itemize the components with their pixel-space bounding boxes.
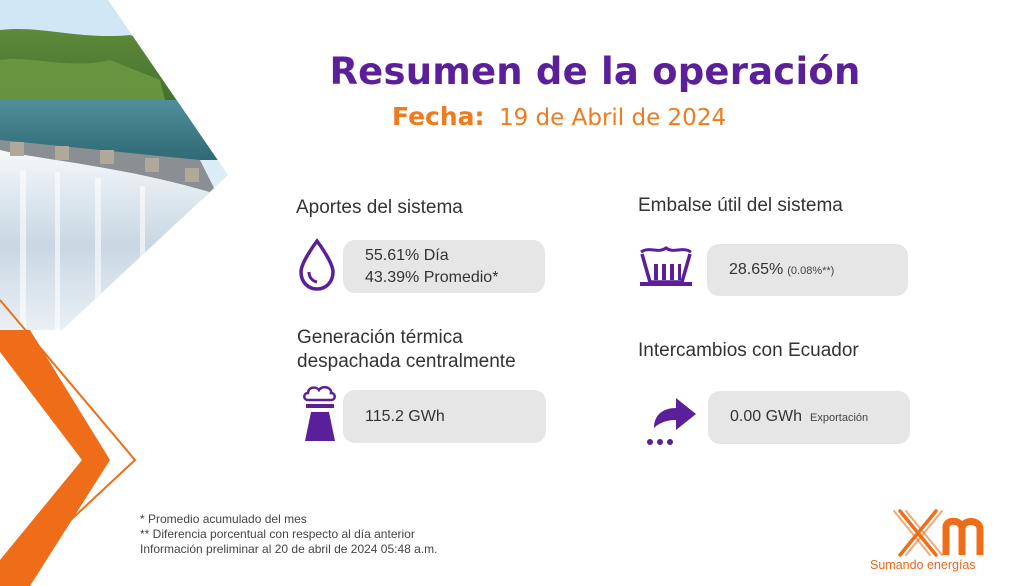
- generacion-value: 115.2 GWh: [365, 407, 445, 425]
- intercambios-value: 0.00 GWh: [730, 408, 803, 425]
- aportes-promedio-label: Promedio*: [423, 268, 499, 286]
- aportes-dia-label: Día: [423, 246, 449, 264]
- aportes-promedio-row: 43.39% Promedio*: [365, 267, 545, 289]
- generacion-pill: 115.2 GWh: [343, 390, 546, 443]
- aportes-title: Aportes del sistema: [296, 197, 463, 218]
- page-title: Resumen de la operación: [329, 50, 861, 93]
- export-arrow-icon: [644, 392, 698, 453]
- intercambios-row: 0.00 GWh Exportación: [730, 406, 910, 429]
- water-drop-icon: [296, 238, 338, 297]
- brand-tagline: Sumando energías: [870, 558, 976, 572]
- date-line: Fecha: 19 de Abril de 2024: [392, 102, 726, 131]
- generacion-title-line1: Generación térmica: [297, 327, 463, 348]
- footnotes: * Promedio acumulado del mes ** Diferenc…: [140, 512, 438, 557]
- date-value: 19 de Abril de 2024: [498, 105, 727, 131]
- embalse-diff: (0.08%**): [787, 264, 835, 277]
- thermal-plant-icon: [300, 380, 340, 449]
- intercambios-label: Exportación: [810, 412, 869, 424]
- aportes-dia-value: 55.61%: [365, 246, 420, 264]
- aportes-dia-row: 55.61% Día: [365, 245, 545, 267]
- dam-icon: [638, 244, 694, 293]
- footnote-3: Información preliminar al 20 de abril de…: [140, 542, 438, 556]
- generacion-title-line2: despachada centralmente: [297, 351, 516, 372]
- footnote-2: ** Diferencia porcentual con respecto al…: [140, 527, 415, 541]
- xm-logo: [880, 505, 1010, 575]
- generacion-title: Generación térmica despachada centralmen…: [297, 326, 516, 374]
- date-label: Fecha:: [392, 102, 485, 131]
- intercambios-pill: 0.00 GWh Exportación: [708, 391, 910, 444]
- hero-image: [0, 0, 240, 586]
- intercambios-title: Intercambios con Ecuador: [638, 340, 859, 361]
- footnote-1: * Promedio acumulado del mes: [140, 512, 307, 526]
- embalse-title: Embalse útil del sistema: [638, 195, 843, 216]
- aportes-pill: 55.61% Día 43.39% Promedio*: [343, 240, 545, 293]
- embalse-pill: 28.65% (0.08%**): [707, 244, 908, 296]
- embalse-row: 28.65% (0.08%**): [729, 259, 908, 282]
- aportes-promedio-value: 43.39%: [365, 268, 420, 286]
- embalse-value: 28.65%: [729, 260, 784, 278]
